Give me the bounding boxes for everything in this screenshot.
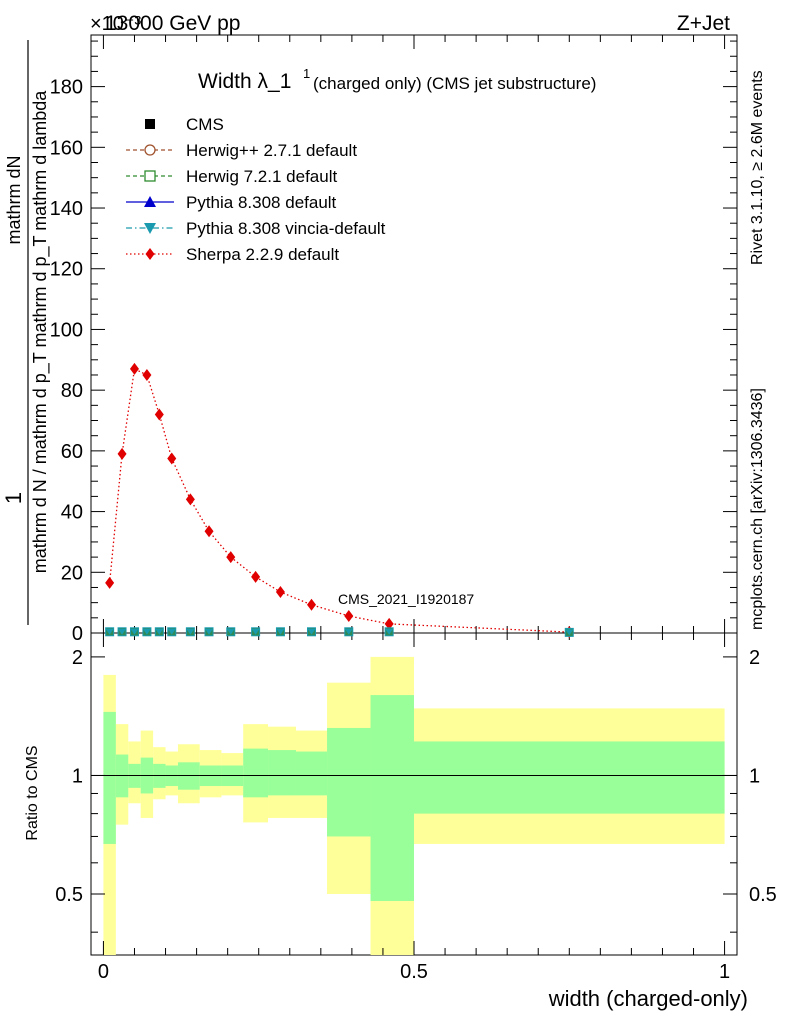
main-ytick-label: 100 bbox=[50, 319, 83, 341]
ratio-ytick-label: 0.5 bbox=[55, 884, 83, 906]
sherpa-point bbox=[167, 452, 177, 465]
vincia-point bbox=[118, 628, 127, 635]
ratio-xtick-label: 0 bbox=[98, 961, 109, 983]
vincia-point bbox=[142, 628, 151, 635]
vincia-point bbox=[205, 628, 214, 635]
sherpa-point bbox=[154, 408, 164, 421]
header-left: 13000 GeV pp bbox=[105, 12, 240, 35]
exponent-label: ×10⁻³ bbox=[90, 13, 141, 35]
main-ytick-label: 120 bbox=[50, 259, 83, 281]
ratio-band-green bbox=[268, 750, 296, 796]
sherpa-point bbox=[384, 617, 394, 630]
sherpa-point bbox=[275, 586, 285, 599]
legend-label: Herwig++ 2.7.1 default bbox=[186, 141, 357, 160]
ratio-ytick-label-right: 2 bbox=[749, 647, 760, 669]
ylabel-denominator: mathrm d N / mathrm d p_T mathrm d p_T m… bbox=[30, 90, 51, 573]
ratio-ytick-label-right: 1 bbox=[749, 765, 760, 787]
main-ytick-label: 160 bbox=[50, 137, 83, 159]
main-ytick-label: 0 bbox=[72, 623, 83, 645]
sherpa-point bbox=[226, 551, 236, 564]
ratio-ticks: 0.5 0.5 1 1 2 2 0 0.5 1 bbox=[55, 633, 777, 983]
legend-marker-open-square bbox=[144, 170, 156, 182]
legend-label: Pythia 8.308 default bbox=[186, 193, 337, 212]
sherpa-point bbox=[185, 493, 195, 506]
sherpa-point bbox=[204, 525, 214, 538]
legend-item: Herwig++ 2.7.1 default bbox=[126, 141, 357, 160]
vincia-point bbox=[344, 628, 353, 635]
ratio-ylabel: Ratio to CMS bbox=[24, 745, 41, 840]
ratio-band-green bbox=[327, 727, 371, 837]
series-layer bbox=[105, 362, 574, 639]
sherpa-point bbox=[129, 362, 139, 375]
ratio-ytick-label: 2 bbox=[72, 647, 83, 669]
ratio-ytick-label: 1 bbox=[72, 765, 83, 787]
main-ytick-label: 40 bbox=[61, 502, 83, 524]
legend-label: Pythia 8.308 vincia-default bbox=[186, 219, 386, 238]
ylabel-denominator-top: mathrm dN bbox=[4, 155, 24, 244]
vincia-point bbox=[385, 628, 394, 635]
legend-marker-triangle-down bbox=[144, 223, 156, 234]
ylabel-numerator: 1 bbox=[1, 492, 26, 504]
sherpa-line bbox=[108, 367, 570, 633]
vincia-point bbox=[186, 628, 195, 635]
legend-label: Sherpa 2.2.9 default bbox=[186, 245, 339, 264]
ratio-ytick-label-right: 0.5 bbox=[749, 884, 777, 906]
sherpa-point bbox=[105, 576, 115, 589]
main-ytick-label: 80 bbox=[61, 380, 83, 402]
ratio-band-green bbox=[295, 751, 328, 796]
legend-item: Sherpa 2.2.9 default bbox=[126, 245, 339, 264]
vincia-point bbox=[565, 629, 574, 636]
vincia-point bbox=[167, 628, 176, 635]
main-ytick-label: 140 bbox=[50, 198, 83, 220]
ratio-xtick-label: 1 bbox=[719, 961, 730, 983]
sherpa-point bbox=[307, 598, 317, 611]
ratio-xtick-label: 0.5 bbox=[400, 961, 428, 983]
main-ytick-label: 20 bbox=[61, 562, 83, 584]
legend-item: CMS bbox=[145, 115, 224, 134]
legend-item: Pythia 8.308 vincia-default bbox=[126, 219, 386, 238]
x-axis-label: width (charged-only) bbox=[548, 986, 748, 1011]
plot-title: Width λ_1 1 (charged only) (CMS jet subs… bbox=[198, 66, 596, 93]
main-ytick-label: 60 bbox=[61, 441, 83, 463]
header-right: Z+Jet bbox=[677, 12, 730, 35]
watermark: CMS_2021_I1920187 bbox=[338, 591, 474, 607]
ratio-band-green bbox=[370, 695, 414, 901]
vincia-point bbox=[105, 628, 114, 635]
ratio-band-green bbox=[243, 748, 269, 798]
rivet-label: Rivet 3.1.10, ≥ 2.6M events bbox=[749, 70, 766, 265]
plot-title-main: Width λ_1 bbox=[198, 70, 291, 93]
sherpa-point bbox=[251, 570, 261, 583]
legend: CMS Herwig++ 2.7.1 default Herwig 7.2.1 de… bbox=[126, 115, 386, 264]
ratio-band-green bbox=[414, 741, 725, 814]
sherpa-point bbox=[344, 610, 354, 623]
plot-title-sup: 1 bbox=[303, 66, 310, 81]
legend-marker-square bbox=[145, 119, 155, 129]
legend-item: Pythia 8.308 default bbox=[126, 193, 337, 212]
main-ytick-label: 180 bbox=[50, 77, 83, 99]
ratio-band-green bbox=[103, 711, 116, 844]
ratio-band-green bbox=[177, 762, 200, 790]
mcplots-label: mcplots.cern.ch [arXiv:1306.3436] bbox=[749, 388, 766, 630]
sherpa-point bbox=[142, 368, 152, 381]
legend-label: Herwig 7.2.1 default bbox=[186, 167, 337, 186]
vincia-point bbox=[276, 628, 285, 635]
legend-item: Herwig 7.2.1 default bbox=[126, 167, 337, 186]
vincia-point bbox=[155, 628, 164, 635]
legend-marker-diamond bbox=[145, 248, 155, 260]
legend-label: CMS bbox=[186, 115, 224, 134]
vincia-point bbox=[251, 628, 260, 635]
sherpa-point bbox=[117, 447, 127, 460]
legend-marker-circle bbox=[144, 144, 156, 156]
main-ylabel: 1 mathrm dN mathrm d N / mathrm d p_T ma… bbox=[1, 40, 51, 625]
ratio-bands bbox=[91, 656, 737, 955]
plot-title-rest: (charged only) (CMS jet substructure) bbox=[313, 74, 596, 93]
legend-marker-triangle-up bbox=[144, 196, 156, 207]
vincia-point bbox=[307, 628, 316, 635]
vincia-point bbox=[226, 628, 235, 635]
vincia-point bbox=[130, 628, 139, 635]
